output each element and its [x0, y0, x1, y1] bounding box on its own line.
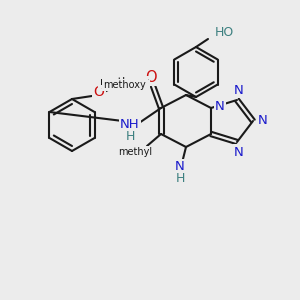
Text: methoxy: methoxy — [103, 80, 146, 90]
Text: H: H — [125, 130, 135, 142]
Text: N: N — [234, 146, 244, 158]
Text: N: N — [234, 83, 244, 97]
Text: methyl: methyl — [118, 147, 152, 157]
Text: N: N — [258, 115, 268, 128]
Text: methoxy: methoxy — [100, 77, 148, 87]
Text: N: N — [215, 100, 225, 112]
Text: HO: HO — [214, 26, 234, 40]
Text: O: O — [145, 70, 157, 85]
Text: N: N — [175, 160, 185, 173]
Text: NH: NH — [120, 118, 140, 131]
Text: O: O — [94, 85, 104, 99]
Text: H: H — [175, 172, 185, 184]
